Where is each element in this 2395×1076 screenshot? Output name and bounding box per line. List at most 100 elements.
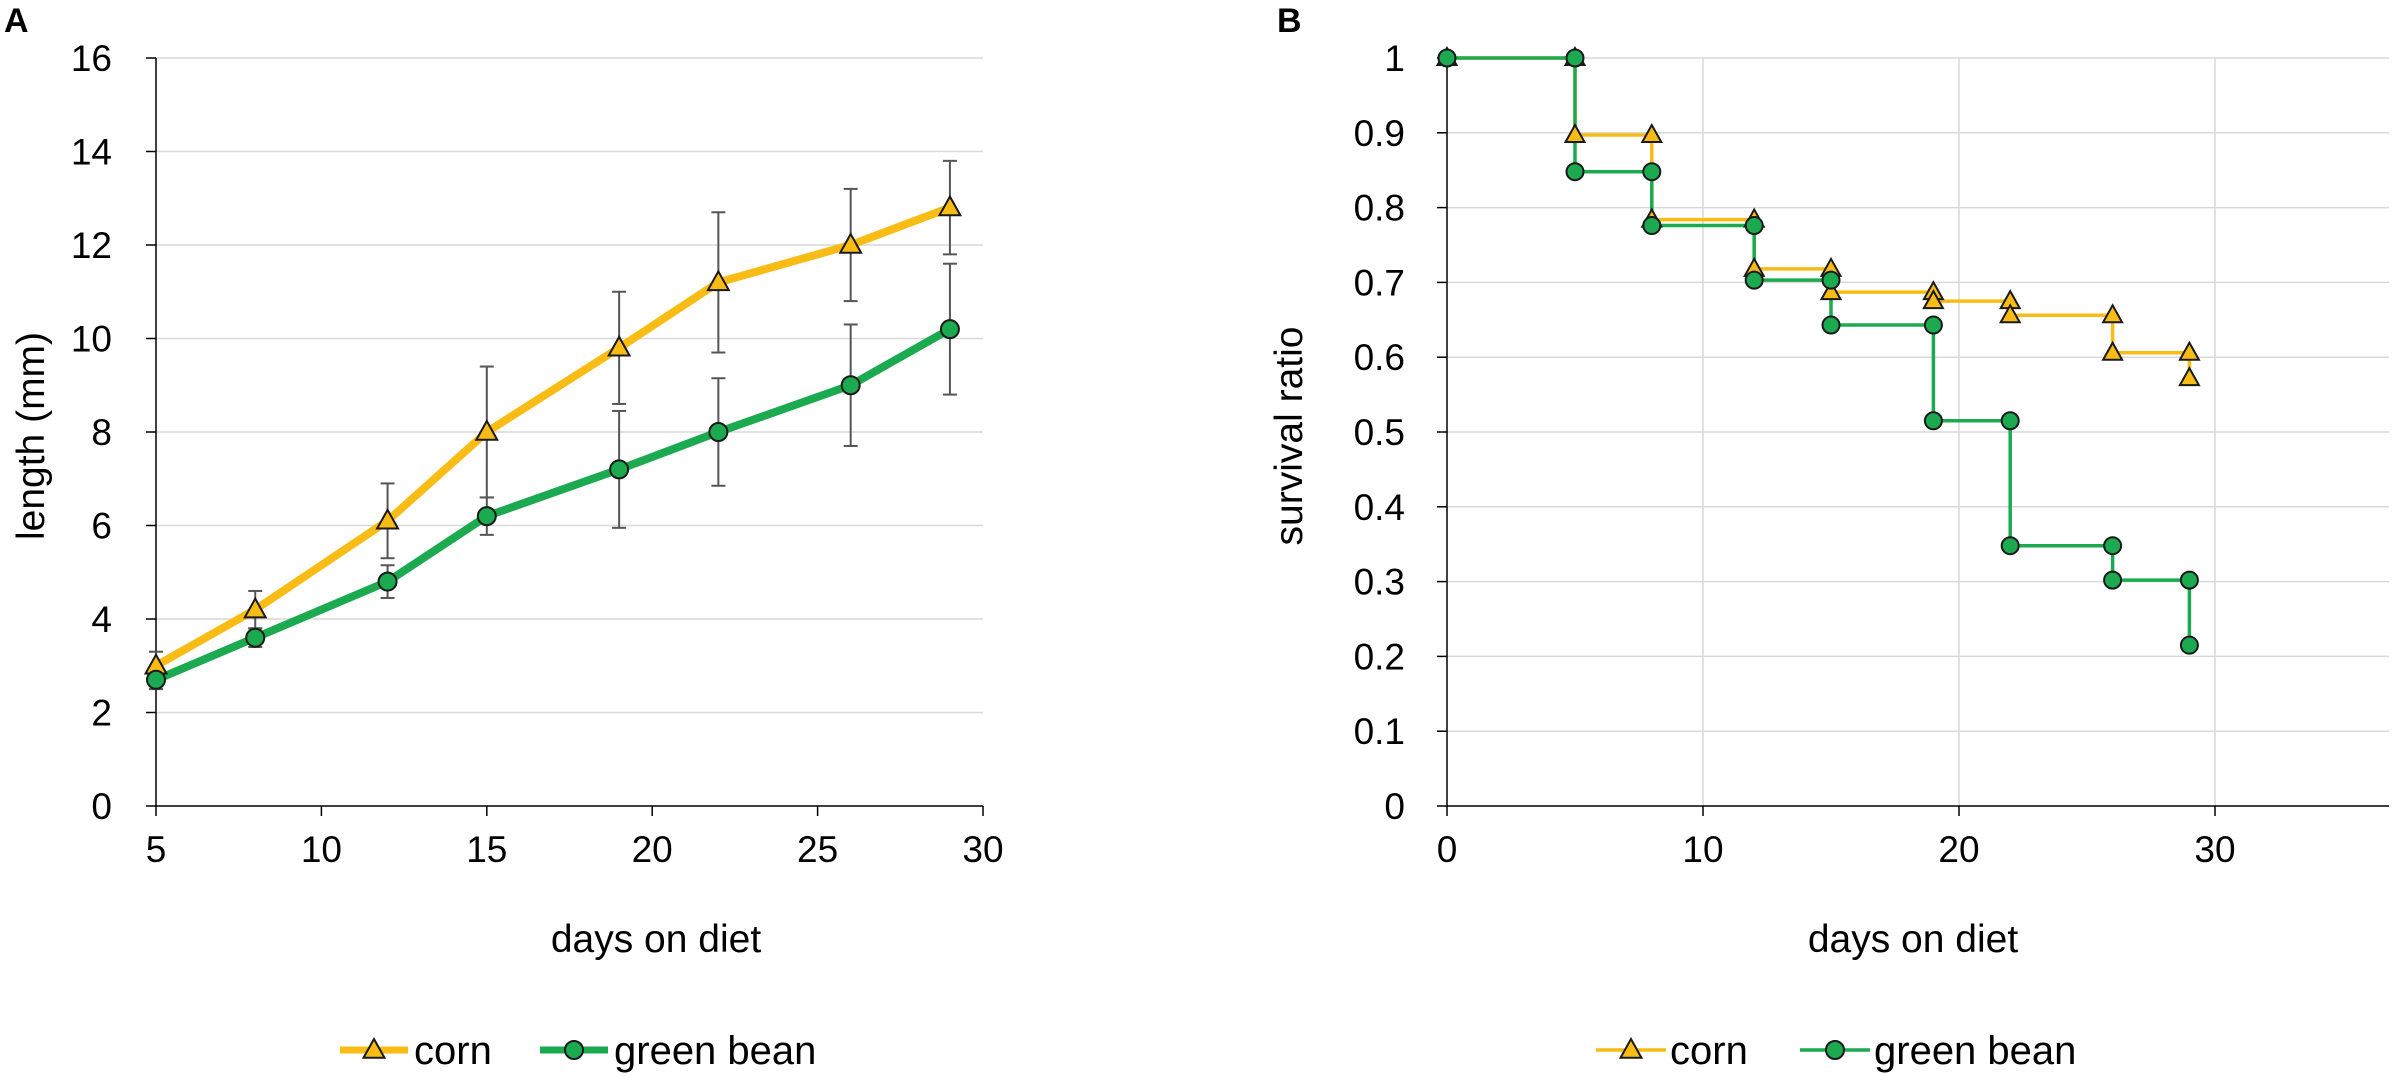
panel-a-y-tick-label: 8 — [91, 412, 112, 453]
panel-b-green-bean-point — [2000, 411, 2020, 431]
panel-a-green-bean-point — [476, 506, 497, 527]
legend-b-green-bean-marker — [1825, 1040, 1845, 1060]
panel-a-markers — [143, 194, 963, 690]
panel-b-corn-point — [2178, 340, 2201, 361]
panel-a-axes — [146, 57, 984, 816]
panel-b-x-tick-label: 30 — [2194, 829, 2235, 870]
panel-a-legend: corn green bean — [340, 1029, 816, 1073]
panel-b-x-tick-label: 10 — [1682, 829, 1723, 870]
panel-b-y-tick-label: 0.7 — [1354, 262, 1405, 303]
legend-a-corn-marker — [361, 1036, 387, 1059]
panel-b-y-tick-label: 1 — [1384, 38, 1405, 79]
panel-b-green-bean-point — [1437, 48, 1457, 68]
panel-b-series-lines — [1447, 56, 2192, 646]
panel-b-green-bean-point — [1642, 162, 1662, 182]
panel-b-x-axis-title: days on diet — [1808, 918, 2018, 961]
panel-b-axes — [1437, 57, 2389, 816]
panel-b-markers — [1435, 45, 2201, 655]
panel-b-tick-labels: 00.10.20.30.40.50.60.70.80.910 10 20 30 — [1354, 38, 2236, 870]
panel-a-green-bean-point — [245, 627, 266, 648]
panel-b-y-tick-label: 0.2 — [1354, 636, 1405, 677]
panel-b-y-tick-label: 0.6 — [1354, 337, 1405, 378]
panel-b-green-bean-point — [1821, 270, 1841, 290]
panel-a-y-axis-title: length (mm) — [10, 332, 53, 540]
panel-b-y-tick-label: 0.3 — [1354, 562, 1405, 603]
panel-b-corn-point — [1819, 280, 1843, 301]
panel-a-green-bean-point — [609, 459, 630, 480]
panel-a-y-tick-label: 12 — [71, 225, 112, 266]
panel-b-green-bean-point — [2000, 536, 2020, 556]
panel-b-corn-point — [2101, 340, 2124, 361]
panel-a-y-tick-label: 2 — [91, 693, 112, 734]
panel-a-y-tick-label: 14 — [71, 132, 112, 173]
panel-a-y-tick-label: 10 — [71, 319, 112, 360]
panel-a-y-tick-label: 4 — [91, 599, 112, 640]
panel-a-corn-point — [243, 596, 268, 619]
panel-a-green-bean-point — [708, 422, 729, 442]
panel-a-error-bars — [149, 159, 957, 691]
panel-b-green-bean-point — [1565, 162, 1585, 182]
panel-a-corn-point — [375, 507, 400, 530]
panel-a-green-bean-point — [840, 375, 861, 396]
panel-b-corn-point — [2178, 366, 2201, 387]
panel-a-corn-point — [606, 334, 632, 357]
legend-a-corn-label: corn — [414, 1029, 492, 1073]
panel-b-y-tick-label: 0.5 — [1354, 412, 1405, 453]
panel-b-y-tick-label: 0.4 — [1354, 487, 1405, 528]
panel-b-legend: corn green bean — [1596, 1029, 2076, 1073]
legend-a-green-bean-label: green bean — [614, 1029, 816, 1073]
panel-b-green-bean-point — [2179, 570, 2199, 590]
panel-b-gridlines — [1447, 57, 2389, 806]
panel-a-x-tick-label: 5 — [146, 829, 167, 870]
panel-b-y-tick-label: 0.1 — [1354, 711, 1405, 752]
legend-b-corn-label: corn — [1670, 1029, 1748, 1073]
panel-a-corn-point — [937, 194, 963, 217]
panel-a-corn-point — [474, 418, 499, 441]
panel-a-corn-point — [838, 231, 863, 254]
panel-a-green-bean-point — [146, 669, 166, 690]
panel-b-y-tick-label: 0.8 — [1354, 188, 1405, 229]
panel-a-tick-labels: 0 2 4 6 8 10 12 14 16 5 10 15 20 25 30 — [71, 38, 1004, 870]
panel-b-corn-point — [1998, 303, 2022, 324]
panel-b-corn-point — [2101, 303, 2124, 324]
panel-b-y-tick-label: 0.9 — [1354, 113, 1405, 154]
panel-b-green-bean-point — [1821, 315, 1841, 335]
panel-a-x-axis-title: days on diet — [551, 918, 761, 961]
panel-a-x-tick-label: 15 — [466, 829, 507, 870]
panel-b-green-bean-point — [2103, 570, 2123, 590]
panel-b-corn-point — [1640, 122, 1664, 144]
panel-a-corn-line — [154, 203, 952, 670]
panel-a-series-lines — [154, 203, 952, 684]
panel-b-y-tick-label: 0 — [1384, 786, 1405, 827]
panel-b-x-tick-label: 20 — [1938, 829, 1979, 870]
legend-b-green-bean-label: green bean — [1874, 1029, 2076, 1073]
panel-b-green-bean-point — [1923, 411, 1943, 431]
panel-b-corn-step-line — [1447, 56, 2192, 379]
panel-a-y-tick-label: 6 — [91, 506, 112, 547]
panel-a-corn-point — [706, 269, 731, 292]
panel-b-green-bean-point — [2103, 536, 2123, 556]
panel-a-green-bean-line — [154, 325, 952, 684]
panel-a-green-bean-point — [377, 571, 398, 592]
panel-b-x-tick-label: 0 — [1437, 829, 1458, 870]
panel-b-green-bean-point — [1642, 216, 1662, 236]
panel-a-label: A — [4, 2, 29, 40]
panel-a-y-tick-label: 0 — [91, 786, 112, 827]
panel-b-green-bean-point — [1744, 216, 1764, 236]
panel-b-y-axis-title: survival ratio — [1268, 327, 1311, 546]
panel-a-y-tick-label: 16 — [71, 38, 112, 79]
panel-b-label: B — [1277, 2, 1302, 40]
panel-a-x-tick-label: 10 — [301, 829, 342, 870]
legend-a-green-bean-marker — [564, 1040, 584, 1060]
legend-b-corn-marker — [1618, 1036, 1644, 1059]
panel-a-x-tick-label: 30 — [962, 829, 1003, 870]
panel-b-green-bean-point — [1565, 48, 1585, 68]
panel-b-corn-point — [1563, 122, 1587, 144]
panel-b-green-bean-step-line — [1447, 56, 2192, 646]
panel-b-chart: B 00.10.20.30.40.50.60.70.80.910 10 20 30 d… — [1268, 2, 2389, 1073]
panel-b-green-bean-point — [2179, 635, 2199, 655]
panel-b-green-bean-point — [1923, 315, 1943, 335]
panel-a-x-tick-label: 20 — [632, 829, 673, 870]
